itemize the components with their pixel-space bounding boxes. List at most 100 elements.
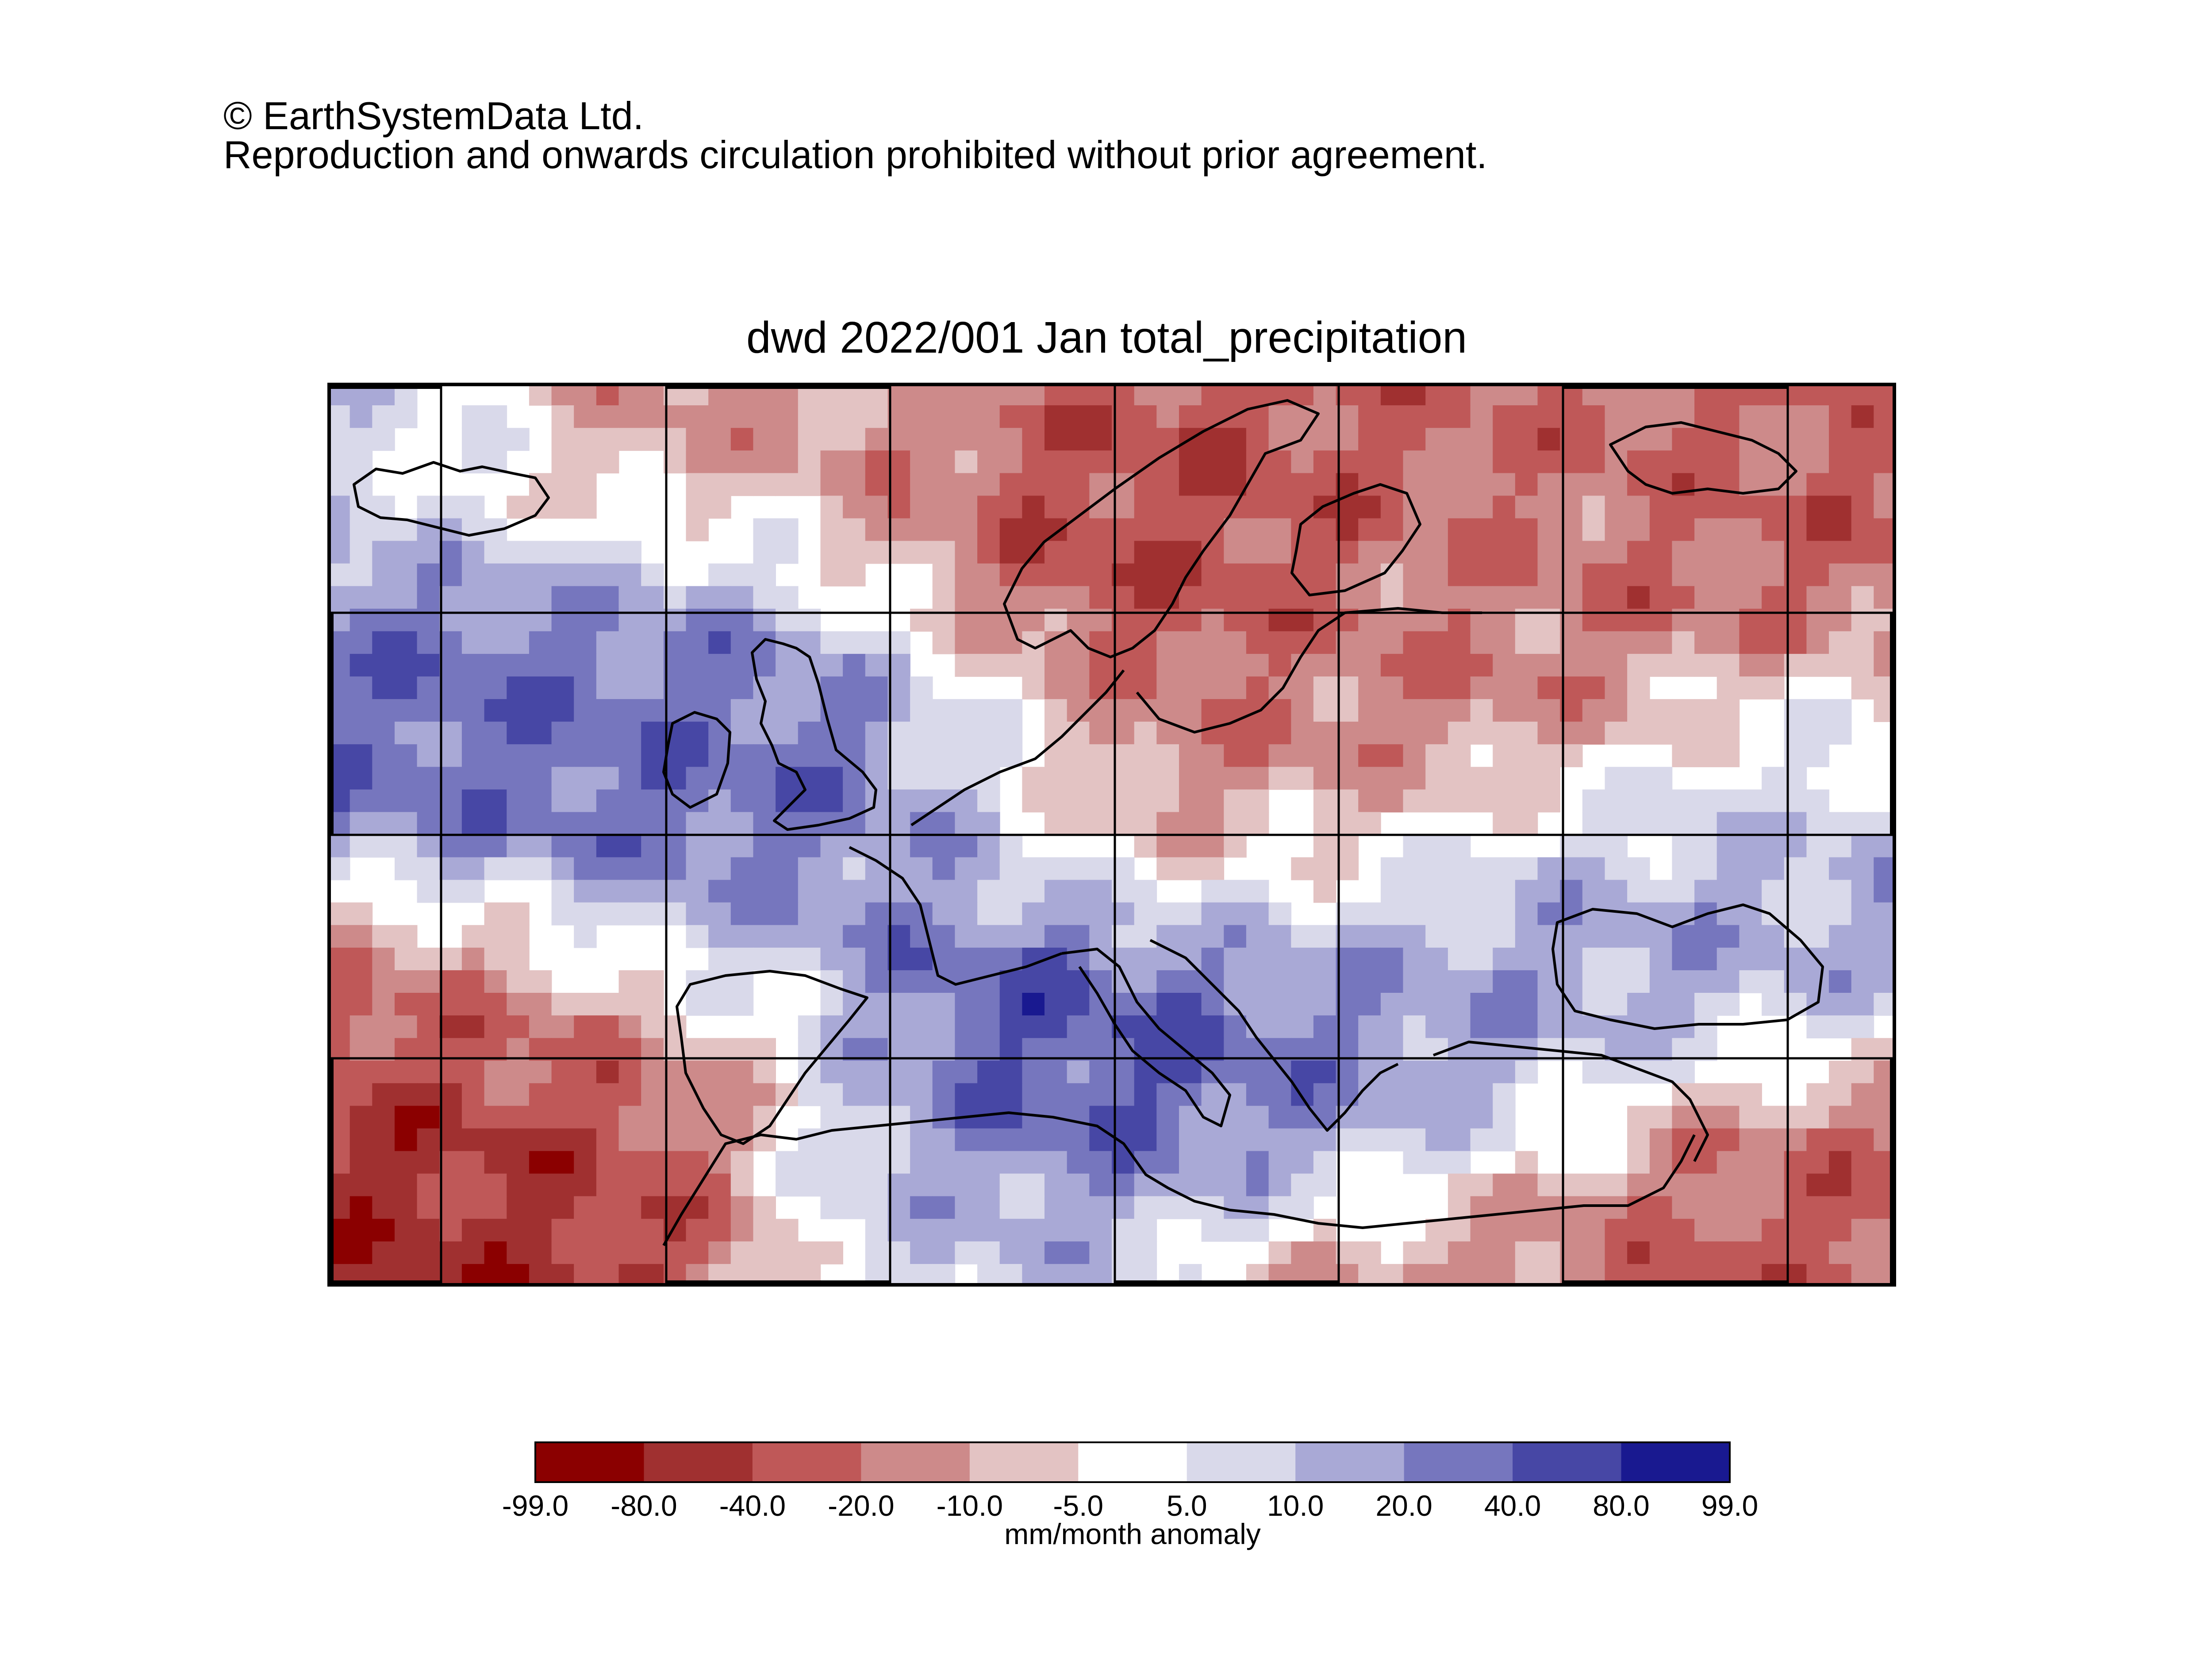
anomaly-cell — [618, 676, 641, 699]
legend-swatch — [644, 1442, 753, 1482]
anomaly-cell — [1448, 947, 1471, 971]
anomaly-cell — [865, 744, 888, 768]
anomaly-cell — [1851, 1015, 1874, 1038]
anomaly-cell — [753, 789, 776, 813]
anomaly-cell — [372, 631, 395, 654]
anomaly-cell — [1627, 789, 1650, 813]
anomaly-cell — [1089, 857, 1112, 880]
anomaly-cell — [1358, 653, 1381, 677]
anomaly-cell — [798, 1241, 821, 1264]
anomaly-cell — [999, 1173, 1023, 1197]
anomaly-cell — [395, 1106, 418, 1129]
anomaly-cell — [574, 563, 597, 587]
anomaly-cell — [1448, 1083, 1471, 1107]
anomaly-cell — [1358, 925, 1381, 948]
anomaly-cell — [596, 563, 619, 587]
anomaly-cell — [843, 1173, 866, 1197]
anomaly-cell — [865, 676, 888, 699]
anomaly-cell — [910, 450, 933, 474]
anomaly-cell — [1806, 722, 1829, 745]
anomaly-cell — [753, 767, 776, 790]
anomaly-cell — [574, 880, 597, 903]
anomaly-cell — [708, 586, 731, 609]
anomaly-cell — [618, 834, 641, 858]
anomaly-cell — [1806, 1083, 1829, 1107]
anomaly-cell — [574, 834, 597, 858]
anomaly-cell — [1156, 563, 1179, 587]
anomaly-cell — [461, 1241, 485, 1264]
anomaly-cell — [887, 902, 910, 926]
anomaly-cell — [1470, 676, 1493, 699]
anomaly-cell — [955, 722, 978, 745]
anomaly-cell — [1268, 1151, 1292, 1174]
anomaly-cell — [1246, 1196, 1269, 1219]
anomaly-cell — [1829, 586, 1852, 609]
anomaly-cell — [1448, 767, 1471, 790]
anomaly-cell — [1672, 1173, 1695, 1197]
anomaly-cell — [753, 857, 776, 880]
anomaly-cell — [1246, 970, 1269, 993]
anomaly-cell — [1022, 1264, 1045, 1287]
anomaly-cell — [1022, 428, 1045, 451]
anomaly-cell — [999, 993, 1023, 1016]
anomaly-cell — [529, 1264, 552, 1287]
anomaly-cell — [932, 428, 956, 451]
anomaly-cell — [1403, 902, 1426, 926]
anomaly-cell — [1246, 473, 1269, 496]
anomaly-cell — [461, 857, 485, 880]
anomaly-cell — [1134, 925, 1157, 948]
anomaly-cell — [1156, 812, 1179, 835]
anomaly-cell — [461, 699, 485, 722]
anomaly-cell — [776, 925, 799, 948]
anomaly-cell — [1268, 722, 1292, 745]
anomaly-cell — [1515, 563, 1538, 587]
anomaly-cell — [1717, 563, 1740, 587]
anomaly-cell — [1717, 812, 1740, 835]
anomaly-cell — [1022, 1128, 1045, 1152]
anomaly-cell — [596, 812, 619, 835]
anomaly-cell — [484, 1218, 507, 1242]
anomaly-cell — [955, 631, 978, 654]
anomaly-cell — [1246, 1083, 1269, 1107]
anomaly-cell — [1067, 789, 1090, 813]
anomaly-cell — [887, 496, 910, 519]
anomaly-cell — [1582, 789, 1605, 813]
anomaly-cell — [865, 722, 888, 745]
anomaly-cell — [1224, 518, 1247, 542]
anomaly-cell — [843, 880, 866, 903]
anomaly-cell — [439, 812, 462, 835]
anomaly-cell — [798, 767, 821, 790]
anomaly-cell — [484, 722, 507, 745]
anomaly-cell — [1537, 563, 1560, 587]
anomaly-cell — [1403, 1241, 1426, 1264]
anomaly-cell — [798, 744, 821, 768]
anomaly-cell — [1470, 880, 1493, 903]
anomaly-cell — [1739, 812, 1762, 835]
anomaly-cell — [1425, 947, 1448, 971]
anomaly-cell — [641, 1128, 664, 1152]
anomaly-cell — [1179, 1151, 1202, 1174]
anomaly-cell — [1224, 383, 1247, 406]
anomaly-cell — [910, 405, 933, 428]
anomaly-cell — [439, 1173, 462, 1197]
anomaly-cell — [1448, 676, 1471, 699]
anomaly-cell — [484, 902, 507, 926]
anomaly-cell — [708, 1083, 731, 1107]
anomaly-cell — [1470, 405, 1493, 428]
anomaly-cell — [1694, 1196, 1717, 1219]
anomaly-cell — [1067, 993, 1090, 1016]
anomaly-cell — [820, 631, 843, 654]
anomaly-cell — [327, 428, 350, 451]
anomaly-cell — [1022, 993, 1045, 1016]
anomaly-cell — [596, 1218, 619, 1242]
anomaly-cell — [1448, 473, 1471, 496]
anomaly-cell — [484, 541, 507, 564]
anomaly-cell — [574, 541, 597, 564]
anomaly-cell — [1605, 1218, 1628, 1242]
anomaly-cell — [1313, 1083, 1336, 1107]
anomaly-cell — [1134, 880, 1157, 903]
anomaly-cell — [327, 450, 350, 474]
anomaly-cell — [1582, 496, 1605, 519]
anomaly-cell — [910, 947, 933, 971]
anomaly-cell — [1582, 676, 1605, 699]
